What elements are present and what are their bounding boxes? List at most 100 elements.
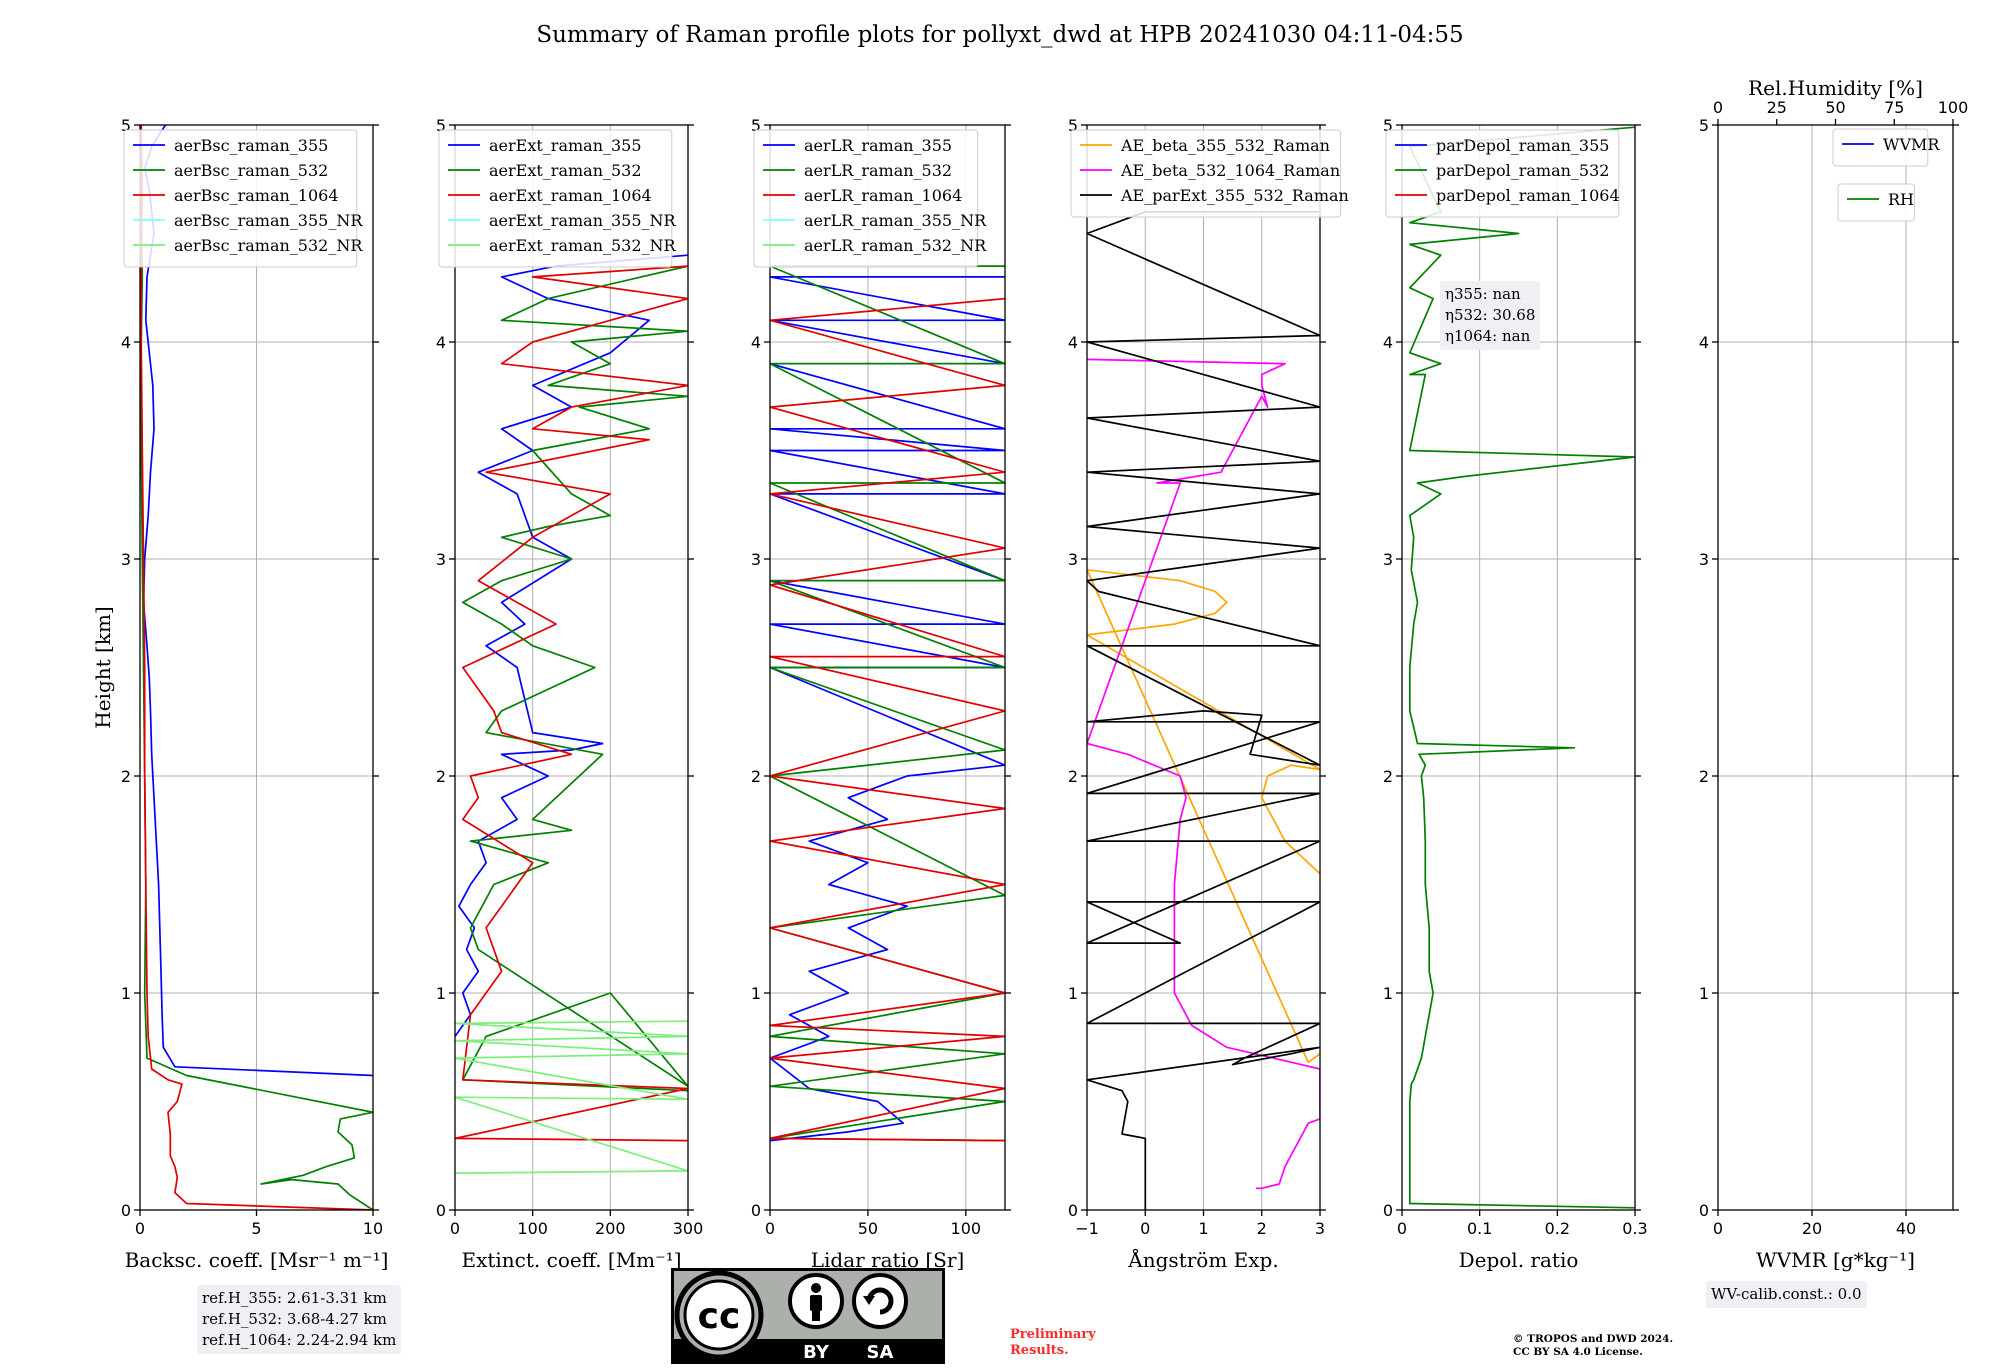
- series-line-aerExt_raman_532: [461, 265, 688, 1092]
- y-tick-label: 3: [1383, 550, 1393, 569]
- wv-calib-box: WV-calib.const.: 0.0: [1706, 1281, 1867, 1308]
- plot-area: [1087, 210, 1320, 1210]
- eta-box: η355: nan η532: 30.68 η1064: nan: [1440, 281, 1541, 350]
- x-tick-label: 0.3: [1622, 1219, 1647, 1238]
- legend-entry: aerLR_raman_532_NR: [804, 236, 987, 255]
- y-tick-label: 2: [1068, 767, 1078, 786]
- y-tick-label: 0: [1383, 1201, 1393, 1220]
- y-tick-label: 2: [121, 767, 131, 786]
- y-tick-label: 1: [1699, 984, 1709, 1003]
- ref-height-box: ref.H_355: 2.61-3.31 km ref.H_532: 3.68-…: [197, 1285, 402, 1354]
- legend-entry: aerExt_raman_355: [489, 136, 642, 155]
- legend-entry: aerExt_raman_355_NR: [489, 211, 677, 230]
- x-tick-label: 0: [450, 1219, 460, 1238]
- top-tick-label: 0: [1713, 98, 1723, 117]
- x-axis-label: Backsc. coeff. [Msr⁻¹ m⁻¹]: [125, 1248, 389, 1272]
- y-tick-label: 1: [1068, 984, 1078, 1003]
- y-tick-label: 1: [436, 984, 446, 1003]
- top-tick-label: 50: [1825, 98, 1845, 117]
- legend-entry: aerBsc_raman_355: [174, 136, 328, 155]
- x-axis-label: Ångström Exp.: [1127, 1247, 1278, 1272]
- plot-area: [455, 254, 688, 1174]
- legend-entry: parDepol_raman_532: [1436, 161, 1609, 180]
- eta-1064: η1064: nan: [1445, 327, 1531, 345]
- cc-sa-label: SA: [867, 1342, 894, 1363]
- panel-ext: 0 100 200 300 0 1 2 3 4 5 Extinct. coeff. [Mm⁻¹] ae…: [436, 116, 703, 1272]
- y-tick-label: 0: [121, 1201, 131, 1220]
- eta-355: η355: nan: [1445, 285, 1521, 303]
- y-tick-label: 5: [1068, 116, 1078, 135]
- cc-license-badge: cc BY SA: [671, 1268, 945, 1364]
- legend-entry: aerLR_raman_355: [804, 136, 952, 155]
- y-tick-label: 5: [1383, 116, 1393, 135]
- x-tick-label: 0: [765, 1219, 775, 1238]
- y-tick-label: 4: [1383, 333, 1393, 352]
- series-line-aerExt_raman_532_NR: [455, 1020, 688, 1174]
- y-axis-label: Height [km]: [91, 606, 115, 728]
- copyright-note: © TROPOS and DWD 2024. CC BY SA 4.0 Lice…: [1513, 1333, 1673, 1359]
- x-tick-label: 1: [1198, 1219, 1208, 1238]
- top-axis-label: Rel.Humidity [%]: [1748, 76, 1923, 100]
- copyright-line-1: © TROPOS and DWD 2024.: [1513, 1333, 1674, 1345]
- x-tick-label: 0: [135, 1219, 145, 1238]
- eta-532: η532: 30.68: [1445, 306, 1536, 324]
- legend-box: [1070, 129, 1342, 218]
- series-line-aerBsc_raman_355: [142, 125, 373, 1077]
- series-line-aerBsc_raman_1064: [140, 125, 373, 1210]
- x-tick-label: 5: [251, 1219, 261, 1238]
- legend-entry: aerLR_raman_355_NR: [804, 211, 987, 230]
- axes-frame: [1401, 124, 1636, 1211]
- top-tick-label: 100: [1938, 98, 1969, 117]
- series-line-aerLR_raman_355: [770, 276, 1005, 1142]
- panel-wv: 0 20 40 0 1 2 3 4 5 WVMR [g*kg⁻¹] 0 25 50 75 100 Rel.Hu…: [1699, 76, 1968, 1272]
- legend-entry: RH: [1888, 190, 1914, 209]
- y-tick-label: 0: [1068, 1201, 1078, 1220]
- copyright-line-2: CC BY SA 4.0 License.: [1513, 1346, 1643, 1358]
- x-tick-label: 100: [517, 1219, 548, 1238]
- y-tick-label: 4: [436, 333, 446, 352]
- series-line-aerLR_raman_532: [770, 265, 1005, 1142]
- y-tick-label: 3: [751, 550, 761, 569]
- legend-entry: aerLR_raman_1064: [804, 186, 962, 205]
- legend-entry: aerExt_raman_1064: [489, 186, 652, 205]
- legend-entry: aerLR_raman_532: [804, 161, 952, 180]
- y-tick-label: 0: [751, 1201, 761, 1220]
- series-line-AE_parExt_355_532_Raman: [1087, 210, 1320, 1210]
- ref-height-532: ref.H_532: 3.68-4.27 km: [202, 1310, 387, 1328]
- ref-height-1064: ref.H_1064: 2.24-2.94 km: [202, 1331, 397, 1349]
- y-tick-label: 2: [751, 767, 761, 786]
- series-line-aerBsc_raman_532: [140, 125, 373, 1210]
- y-tick-label: 4: [1699, 333, 1709, 352]
- series-line-aerLR_raman_1064: [770, 297, 1005, 1142]
- y-tick-label: 5: [751, 116, 761, 135]
- legend-entry: parDepol_raman_1064: [1436, 186, 1620, 205]
- y-tick-label: 0: [1699, 1201, 1709, 1220]
- x-tick-label: 0: [1713, 1219, 1723, 1238]
- legend-box: [753, 129, 979, 268]
- x-tick-label: 10: [363, 1219, 383, 1238]
- legend-entry: AE_beta_532_1064_Raman: [1120, 161, 1340, 180]
- y-tick-label: 1: [751, 984, 761, 1003]
- top-tick-label: 75: [1884, 98, 1904, 117]
- panel-bsc: 0 5 10 0 1 2 3 4 5 Backsc. coeff. [Msr⁻¹ m⁻¹] Heig…: [91, 116, 388, 1272]
- y-tick-label: 5: [121, 116, 131, 135]
- cc-by-label: BY: [803, 1342, 830, 1363]
- x-tick-label: 40: [1896, 1219, 1916, 1238]
- series-line-aerExt_raman_1064: [455, 265, 688, 1142]
- x-tick-label: 0: [1140, 1219, 1150, 1238]
- legend-box-wvmr: [1832, 128, 1929, 167]
- y-tick-label: 1: [121, 984, 131, 1003]
- y-tick-label: 2: [436, 767, 446, 786]
- series-line-AE_beta_355_532_Raman: [1087, 568, 1320, 1064]
- x-tick-label: −1: [1075, 1219, 1099, 1238]
- y-tick-label: 2: [1699, 767, 1709, 786]
- y-tick-label: 3: [1068, 550, 1078, 569]
- y-tick-label: 3: [436, 550, 446, 569]
- plot-area: [770, 265, 1005, 1142]
- x-tick-label: 20: [1802, 1219, 1822, 1238]
- y-tick-label: 3: [1699, 550, 1709, 569]
- legend-entry: aerExt_raman_532_NR: [489, 236, 677, 255]
- x-axis-label: Extinct. coeff. [Mm⁻¹]: [461, 1248, 681, 1272]
- svg-text:cc: cc: [698, 1296, 741, 1337]
